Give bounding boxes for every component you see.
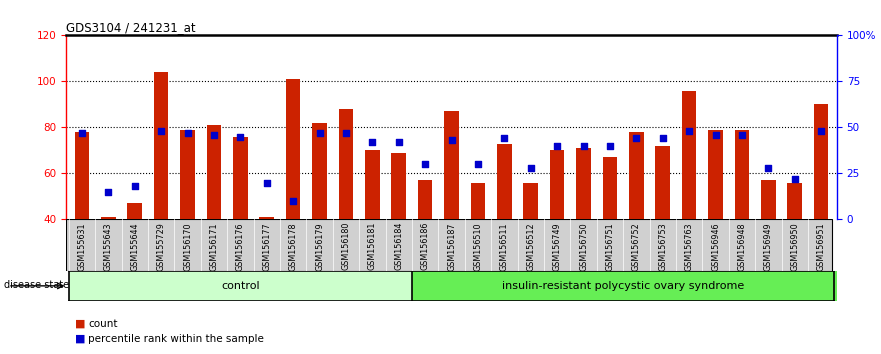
- Point: [313, 130, 327, 136]
- Bar: [814, 104, 828, 219]
- Bar: [708, 130, 722, 219]
- Text: GSM156180: GSM156180: [342, 222, 351, 270]
- Text: GSM155644: GSM155644: [130, 222, 139, 270]
- Text: GSM155729: GSM155729: [157, 222, 166, 271]
- Text: ■: ■: [75, 334, 85, 344]
- Point: [260, 180, 274, 185]
- Text: GSM156181: GSM156181: [367, 222, 377, 270]
- Text: insulin-resistant polycystic ovary syndrome: insulin-resistant polycystic ovary syndr…: [502, 281, 744, 291]
- Bar: [497, 143, 512, 219]
- Point: [735, 132, 749, 138]
- Text: GSM156171: GSM156171: [210, 222, 218, 270]
- Bar: [682, 91, 696, 219]
- Bar: [788, 183, 802, 219]
- Bar: [69, 271, 412, 301]
- Bar: [391, 153, 406, 219]
- Bar: [418, 181, 433, 219]
- Point: [470, 161, 485, 167]
- Text: GSM156187: GSM156187: [447, 222, 456, 270]
- Point: [788, 176, 802, 182]
- Text: GSM156512: GSM156512: [526, 222, 536, 271]
- Point: [655, 136, 670, 141]
- Point: [682, 128, 696, 134]
- Bar: [128, 203, 142, 219]
- Text: ■: ■: [75, 319, 85, 329]
- Text: GSM156170: GSM156170: [183, 222, 192, 270]
- Text: control: control: [221, 281, 260, 291]
- Text: GSM156951: GSM156951: [817, 222, 825, 271]
- Text: GSM156763: GSM156763: [685, 222, 693, 270]
- Bar: [444, 111, 459, 219]
- Text: GSM156949: GSM156949: [764, 222, 773, 271]
- Point: [286, 198, 300, 204]
- Point: [207, 132, 221, 138]
- Bar: [603, 157, 618, 219]
- Point: [708, 132, 722, 138]
- Text: GSM156510: GSM156510: [473, 222, 483, 270]
- Point: [576, 143, 590, 149]
- Bar: [761, 181, 775, 219]
- Bar: [207, 125, 221, 219]
- Bar: [181, 130, 195, 219]
- Point: [523, 165, 537, 171]
- Point: [418, 161, 433, 167]
- Bar: [655, 146, 670, 219]
- Text: GSM156176: GSM156176: [236, 222, 245, 270]
- Point: [761, 165, 775, 171]
- Bar: [523, 183, 538, 219]
- Point: [366, 139, 380, 145]
- Point: [128, 183, 142, 189]
- Bar: [154, 72, 168, 219]
- Point: [497, 136, 511, 141]
- Point: [814, 128, 828, 134]
- Text: GSM156511: GSM156511: [500, 222, 509, 270]
- Bar: [259, 217, 274, 219]
- Text: GSM156178: GSM156178: [289, 222, 298, 270]
- Text: GSM156753: GSM156753: [658, 222, 667, 271]
- Text: GSM156184: GSM156184: [394, 222, 403, 270]
- Bar: [629, 132, 644, 219]
- Text: percentile rank within the sample: percentile rank within the sample: [88, 334, 264, 344]
- Point: [154, 128, 168, 134]
- Text: GSM156177: GSM156177: [263, 222, 271, 271]
- Text: GSM156179: GSM156179: [315, 222, 324, 271]
- Bar: [735, 130, 749, 219]
- Text: GSM156752: GSM156752: [632, 222, 640, 271]
- Text: GSM156950: GSM156950: [790, 222, 799, 271]
- Point: [550, 143, 564, 149]
- Bar: [365, 150, 380, 219]
- Point: [101, 189, 115, 195]
- Bar: [550, 150, 565, 219]
- Point: [603, 143, 617, 149]
- Text: GSM155643: GSM155643: [104, 222, 113, 270]
- Bar: [285, 79, 300, 219]
- Text: GSM156750: GSM156750: [579, 222, 588, 271]
- Point: [392, 139, 406, 145]
- Bar: [75, 132, 89, 219]
- Text: disease state: disease state: [4, 280, 70, 290]
- Text: GSM156186: GSM156186: [420, 222, 430, 270]
- Text: GSM156946: GSM156946: [711, 222, 720, 270]
- Bar: [233, 137, 248, 219]
- Bar: [470, 183, 485, 219]
- Bar: [576, 148, 591, 219]
- Bar: [312, 123, 327, 219]
- Text: GDS3104 / 241231_at: GDS3104 / 241231_at: [66, 21, 196, 34]
- Point: [629, 136, 643, 141]
- Bar: [412, 271, 837, 301]
- Point: [339, 130, 353, 136]
- Text: GSM155631: GSM155631: [78, 222, 86, 270]
- Text: GSM156948: GSM156948: [737, 222, 746, 270]
- Bar: [338, 109, 353, 219]
- Point: [75, 130, 89, 136]
- Point: [233, 134, 248, 139]
- Bar: [101, 217, 115, 219]
- Text: GSM156751: GSM156751: [605, 222, 614, 271]
- Point: [444, 137, 458, 143]
- Point: [181, 130, 195, 136]
- Text: count: count: [88, 319, 117, 329]
- Text: GSM156749: GSM156749: [552, 222, 561, 271]
